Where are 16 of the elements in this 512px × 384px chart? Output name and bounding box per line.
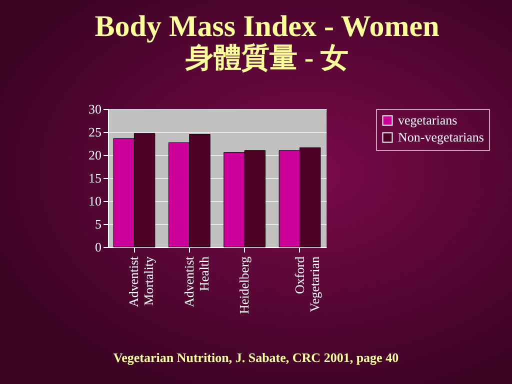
y-tick-label: 30 (88, 102, 102, 116)
y-tick-label: 0 (95, 240, 102, 254)
legend-label: Non-vegetarians (398, 130, 484, 144)
y-tick-label: 20 (88, 148, 102, 162)
x-tick-label: Heidelberg (236, 256, 252, 314)
y-tick-label: 15 (88, 170, 102, 186)
y-tick-label: 10 (88, 194, 102, 208)
x-tick-label: Oxford Vegetarian (292, 256, 322, 312)
y-tick-label: 25 (88, 124, 102, 140)
x-tick-label: Adventist Health (181, 256, 212, 308)
text: Vegetarian Nutrition, J. Sabate, CRC 2001, page 40 (112, 350, 400, 366)
chart-title: Body Mass Index - Women (94, 10, 440, 43)
legend-label: vegetarians (398, 112, 458, 128)
y-tick-label: 5 (95, 216, 102, 232)
chart-subtitle: 身體質量 - 女 (184, 42, 349, 74)
x-tick-label: Adventist Mortality (126, 256, 156, 308)
